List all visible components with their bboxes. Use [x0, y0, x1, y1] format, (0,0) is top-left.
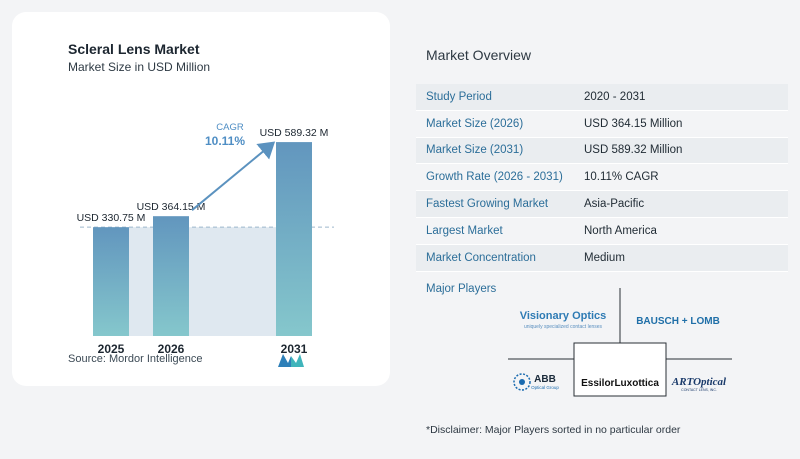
abb-sunburst-icon [513, 373, 531, 391]
disclaimer: *Disclaimer: Major Players sorted in no … [426, 424, 681, 436]
table-row: Market Size (2026) USD 364.15 Million [416, 110, 788, 138]
major-players-logos: Visionary Optics uniquely specialized co… [508, 288, 732, 397]
row-value: Medium [584, 251, 625, 264]
table-row: Market Size (2031) USD 589.32 Million [416, 137, 788, 165]
mordor-logo-icon [278, 354, 304, 367]
table-row: Study Period 2020 - 2031 [416, 84, 788, 111]
row-value: 10.11% CAGR [584, 171, 659, 184]
row-key: Market Size (2031) [426, 144, 524, 157]
essilorluxottica-logo: EssilorLuxottica [581, 378, 659, 389]
row-value: USD 364.15 Million [584, 117, 683, 130]
visionary-optics-logo: Visionary Optics [520, 310, 607, 322]
abb-subtitle: Optical Group [531, 385, 559, 390]
art-optical-logo: ARTOptical [671, 376, 727, 388]
table-row: Fastest Growing Market Asia-Pacific [416, 191, 788, 218]
data-label-2026: USD 364.15 M [137, 201, 206, 213]
major-players-label: Major Players [426, 283, 497, 295]
art-optical-subtitle: CONTACT LENS, INC. [681, 388, 717, 392]
row-value: North America [584, 224, 657, 237]
overview-title: Market Overview [426, 47, 532, 63]
bar-2025 [93, 227, 129, 336]
data-label-2031: USD 589.32 M [260, 127, 329, 139]
data-label-2025: USD 330.75 M [77, 212, 146, 224]
row-key: Fastest Growing Market [426, 198, 549, 211]
row-value: 2020 - 2031 [584, 90, 646, 103]
x-tick-label-2025: 2025 [98, 342, 125, 356]
table-row: Largest Market North America [416, 217, 788, 245]
overview-table: Study Period 2020 - 2031 Market Size (202… [416, 84, 788, 272]
x-tick-label-2031: 2031 [281, 342, 308, 356]
table-row: Market Concentration Medium [416, 244, 788, 272]
cagr-arrow [191, 141, 276, 211]
row-key: Largest Market [426, 224, 503, 237]
bar-2031 [276, 142, 312, 336]
bar-chart: USD 330.75 M 2025 USD 364.15 M 2026 USD 589.… [77, 122, 334, 356]
chart-subtitle: Market Size in USD Million [68, 60, 211, 74]
row-key: Market Size (2026) [426, 117, 524, 130]
bar-2026 [153, 216, 189, 336]
row-key: Study Period [426, 90, 492, 103]
row-key: Growth Rate (2026 - 2031) [426, 171, 563, 184]
source-note: Source: Mordor Intelligence [68, 353, 203, 365]
abb-logo: ABB [534, 374, 556, 385]
x-tick-label-2026: 2026 [158, 342, 185, 356]
visionary-optics-tagline: uniquely specialized contact lenses [524, 324, 603, 330]
bausch-lomb-logo: BAUSCH + LOMB [636, 316, 720, 327]
row-key: Market Concentration [426, 251, 536, 264]
cagr-value: 10.11% [205, 134, 245, 148]
table-row: Growth Rate (2026 - 2031) 10.11% CAGR [416, 164, 788, 192]
chart-title: Scleral Lens Market [68, 41, 200, 57]
cagr-label: CAGR [216, 122, 244, 133]
row-value: Asia-Pacific [584, 198, 645, 211]
market-overview-panel: Market Overview Study Period 2020 - 2031 … [390, 0, 800, 459]
baseline-band [129, 227, 276, 336]
logo-box [573, 342, 667, 397]
row-value: USD 589.32 Million [584, 144, 683, 157]
